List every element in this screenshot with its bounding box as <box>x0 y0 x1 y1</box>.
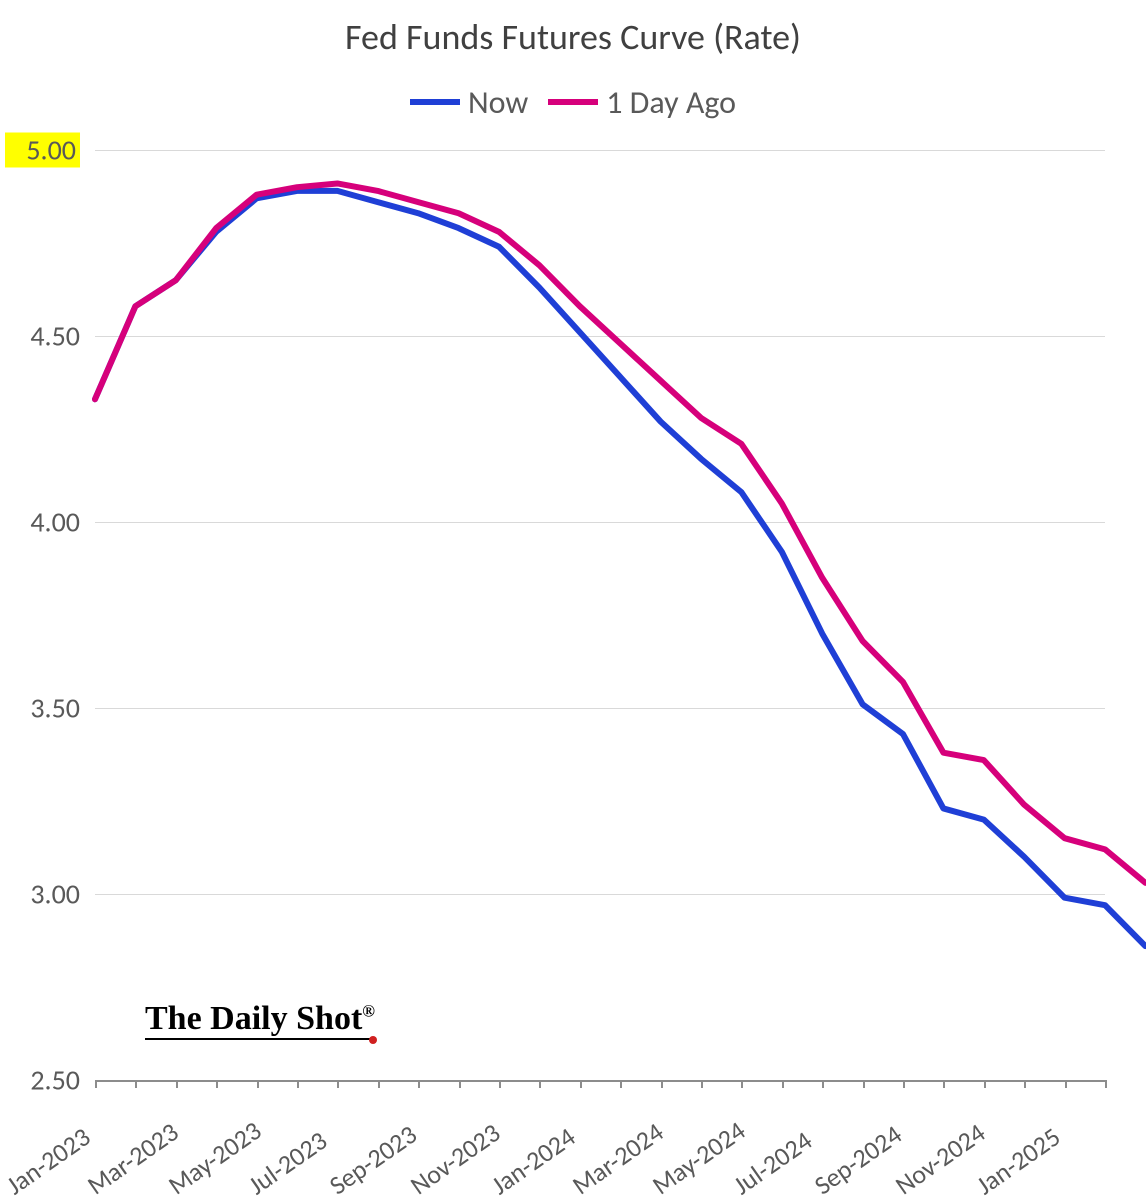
watermark-dot-icon <box>369 1036 377 1044</box>
x-tick <box>257 1080 259 1088</box>
x-tick <box>903 1080 905 1088</box>
x-tick <box>661 1080 663 1088</box>
x-tick <box>580 1080 582 1088</box>
x-tick <box>741 1080 743 1088</box>
x-tick <box>418 1080 420 1088</box>
x-tick <box>822 1080 824 1088</box>
series-line <box>95 183 1145 882</box>
x-tick <box>216 1080 218 1088</box>
x-tick <box>943 1080 945 1088</box>
x-tick <box>620 1080 622 1088</box>
x-tick <box>176 1080 178 1088</box>
x-tick <box>1065 1080 1067 1088</box>
x-axis-line <box>95 1080 1105 1082</box>
x-tick <box>1024 1080 1026 1088</box>
x-tick <box>499 1080 501 1088</box>
x-tick <box>459 1080 461 1088</box>
x-tick <box>95 1080 97 1088</box>
x-tick <box>701 1080 703 1088</box>
watermark-reg-mark: ® <box>362 1002 375 1021</box>
x-tick <box>135 1080 137 1088</box>
watermark-logo: The Daily Shot® <box>145 1000 375 1040</box>
x-tick <box>539 1080 541 1088</box>
watermark-text: The Daily Shot <box>145 1000 362 1037</box>
x-tick <box>782 1080 784 1088</box>
x-tick <box>984 1080 986 1088</box>
x-tick <box>337 1080 339 1088</box>
chart-container: Fed Funds Futures Curve (Rate) Now1 Day … <box>0 0 1146 1200</box>
x-tick <box>1105 1080 1107 1088</box>
x-tick <box>378 1080 380 1088</box>
x-tick <box>863 1080 865 1088</box>
series-line <box>95 191 1145 946</box>
x-tick <box>297 1080 299 1088</box>
